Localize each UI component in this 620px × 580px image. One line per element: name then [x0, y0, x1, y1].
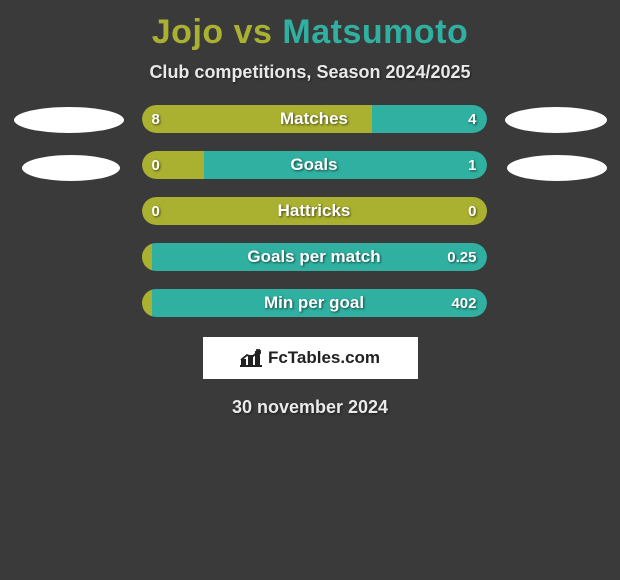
bar-value-right: 4 — [468, 111, 476, 128]
stat-bar: Goals per match0.25 — [142, 243, 487, 271]
title: Jojo vs Matsumoto — [0, 5, 620, 56]
stat-bar: Hattricks0 0 — [142, 197, 487, 225]
bar-value-right: 0 — [468, 203, 476, 220]
date: 30 november 2024 — [0, 379, 620, 418]
bar-value-right: 1 — [468, 157, 476, 174]
bar-label: Hattricks — [142, 201, 487, 221]
ellipse-icon — [505, 107, 607, 133]
bar-label: Goals — [142, 155, 487, 175]
stat-bar: Goals0 1 — [142, 151, 487, 179]
subtitle: Club competitions, Season 2024/2025 — [0, 56, 620, 105]
comparison-bars: Matches84Goals01Hattricks00Goals per mat… — [142, 105, 487, 317]
player1-name: Jojo — [152, 13, 224, 51]
ellipse-icon — [22, 155, 120, 181]
bar-label: Goals per match — [142, 247, 487, 267]
left-ellipses — [14, 105, 124, 181]
bar-value-left: 0 — [152, 157, 160, 174]
bar-value-left: 8 — [152, 111, 160, 128]
bar-value-right: 402 — [451, 295, 476, 312]
bar-value-left: 0 — [152, 203, 160, 220]
logo-box: FcTables.com — [203, 337, 418, 379]
stat-bar: Matches8 4 — [142, 105, 487, 133]
bar-value-right: 0.25 — [447, 249, 476, 266]
player2-name: Matsumoto — [282, 13, 468, 51]
stat-bar: Min per goal402 — [142, 289, 487, 317]
comparison-infographic: Jojo vs Matsumoto Club competitions, Sea… — [0, 0, 620, 418]
right-ellipses — [505, 105, 607, 181]
barchart-icon — [240, 349, 262, 367]
title-vs: vs — [234, 13, 273, 51]
ellipse-icon — [507, 155, 607, 181]
bar-label: Min per goal — [142, 293, 487, 313]
logo-text: FcTables.com — [268, 348, 380, 368]
bar-label: Matches — [142, 109, 487, 129]
chart-area: Matches84Goals01Hattricks00Goals per mat… — [0, 105, 620, 317]
ellipse-icon — [14, 107, 124, 133]
